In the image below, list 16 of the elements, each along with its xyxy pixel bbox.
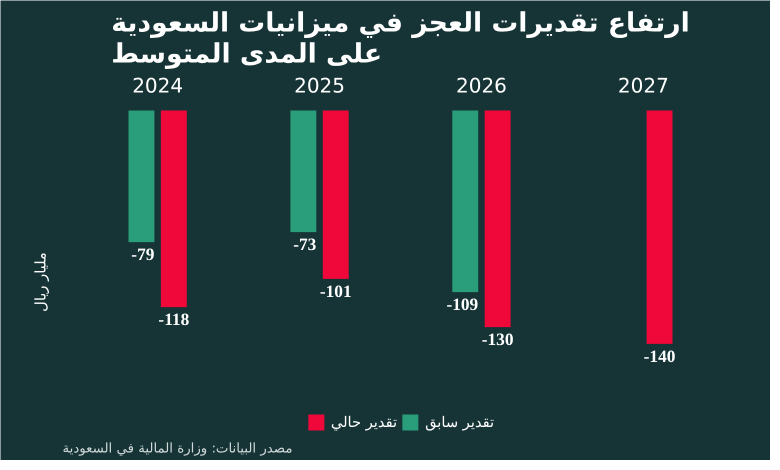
y-axis-title: مليار ريال bbox=[32, 252, 50, 312]
text: مصدر البيانات: وزارة المالية في السعودية bbox=[62, 442, 292, 456]
data-label: -140 bbox=[644, 346, 676, 366]
x-tick-label: 2027 bbox=[618, 74, 669, 98]
data-label: -79 bbox=[131, 245, 155, 264]
data-label: -130 bbox=[482, 330, 514, 350]
data-label: -101 bbox=[320, 282, 352, 301]
legend-label: تقدير سابق bbox=[425, 414, 494, 430]
data-label: -118 bbox=[158, 310, 190, 330]
x-tick-label: 2026 bbox=[456, 74, 507, 98]
data-label: -73 bbox=[293, 235, 317, 254]
legend-label: تقدير حالي bbox=[330, 414, 398, 430]
x-tick-label: 2025 bbox=[294, 74, 346, 98]
x-tick-label: 2024 bbox=[132, 74, 184, 98]
chart-title: ارتفاع تقديرات العجز في ميزانيات السعودية على المدى المتوسط bbox=[111, 8, 690, 70]
data-label: -109 bbox=[446, 295, 479, 314]
